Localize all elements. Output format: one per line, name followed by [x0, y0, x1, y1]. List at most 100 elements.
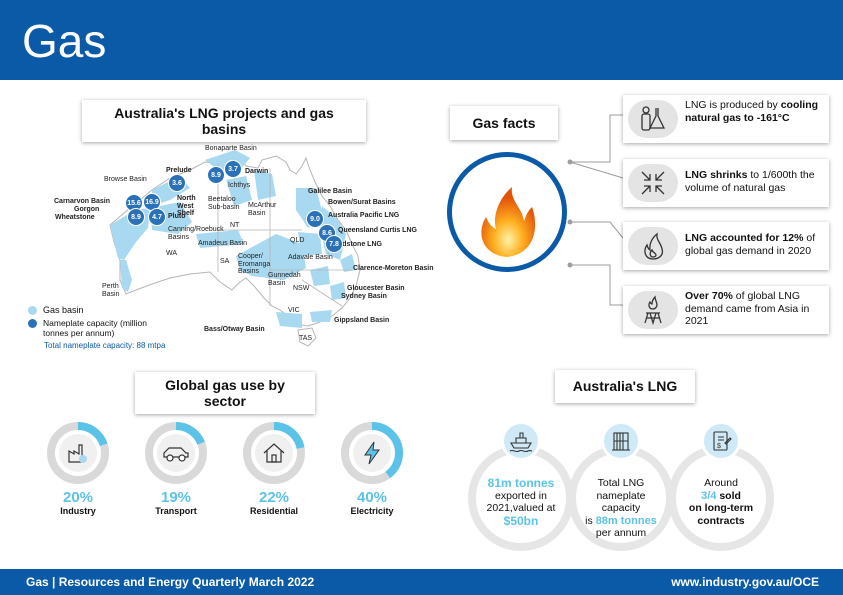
- label-gladstone-lng: Gladstone LNG: [331, 241, 382, 248]
- flame-outline-icon: [628, 227, 678, 265]
- basin-perth: [120, 260, 132, 292]
- donut-arc-transport: [145, 422, 207, 484]
- capacity-bubble-wheatstone: 8.9: [127, 208, 145, 226]
- contracts-around: Around: [704, 477, 738, 489]
- label-vic: VIC: [288, 307, 300, 314]
- label-nt: NT: [230, 222, 240, 229]
- label-bass-otway-basin: Bass/Otway Basin: [204, 326, 265, 333]
- shrink-arrows-icon: [628, 164, 678, 202]
- tasmania: [297, 327, 317, 347]
- label-bowen-surat-basins: Bowen/Surat Basins: [328, 199, 396, 206]
- legend-basin-label: Gas basin: [43, 305, 84, 315]
- basin-cooper: [236, 234, 306, 280]
- legend-capacity-label: Nameplate capacity (million tonnes per a…: [43, 318, 147, 338]
- label-qld: QLD: [290, 237, 305, 244]
- fact-card-1: LNG is produced by cooling natural gas t…: [623, 95, 829, 143]
- basin-amadeus: [196, 230, 244, 248]
- sector-label-industry: Industry: [60, 506, 96, 516]
- label-gorgon: Gorgon: [74, 206, 100, 213]
- sector-donut-industry: [47, 422, 109, 484]
- facts-connectors: [567, 114, 624, 306]
- legend-basin: Gas basin: [28, 305, 165, 315]
- label-tas: TAS: [299, 335, 313, 342]
- sector-donut-residential: [243, 422, 305, 484]
- house-icon: [263, 443, 285, 463]
- label-ichthys: Ichthys: [228, 182, 251, 189]
- label-australia-pacific-lng: Australia Pacific LNG: [328, 212, 400, 219]
- label-north-west-shelf: North West Shelf: [177, 195, 196, 217]
- basin-adavale: [298, 232, 322, 256]
- label-carnarvon-basin: Carnarvon Basin: [54, 198, 111, 205]
- label-prelude: Prelude: [166, 167, 192, 174]
- label-gunnedah-basin: Gunnedah Basin: [268, 272, 301, 287]
- basin-clarence: [340, 254, 356, 272]
- label-darwin: Darwin: [245, 168, 269, 175]
- basin-mcarthur: [254, 170, 276, 200]
- sector-pct-transport: 19%: [160, 489, 192, 506]
- sector-label-electricity: Electricity: [350, 506, 394, 516]
- basin-beetaloo: [226, 176, 252, 206]
- ship-icon: [501, 421, 541, 461]
- capacity-bubble-darwin: 3.7: [224, 160, 242, 178]
- donut-arc-electricity: [341, 422, 403, 484]
- capacity-text: Total LNG nameplate capacity: [596, 477, 646, 514]
- page-title: Gas: [22, 15, 107, 67]
- flame-circle: [447, 152, 567, 272]
- contracts-fraction: 3/4: [701, 489, 717, 502]
- fact-3-text: LNG accounted for 12% of global gas dema…: [685, 232, 816, 257]
- label-wa: WA: [166, 250, 178, 257]
- sector-section-title: Global gas use by sector: [135, 372, 315, 414]
- legend-basin-swatch: [28, 306, 37, 315]
- fact-card-3: LNG accounted for 12% of global gas dema…: [623, 222, 829, 270]
- label-adavale-basin: Adavale Basin: [288, 254, 333, 261]
- label-canning-roebuck-basins: Canning/Roebuck Basins: [168, 226, 224, 241]
- capacity-bubble-pluto: 4.7: [148, 208, 166, 226]
- sector-donut-electricity: [341, 422, 403, 484]
- factory-icon: [68, 444, 87, 463]
- svg-text:$: $: [717, 443, 721, 450]
- label-wheatstone: Wheatstone: [55, 214, 95, 221]
- map-legend: Gas basin Nameplate capacity (million to…: [28, 305, 165, 350]
- label-beetaloo-sub-basin: Beetaloo Sub-basin: [208, 196, 240, 211]
- aus-lng-title: Australia's LNG: [555, 370, 695, 403]
- page-header: Gas: [0, 0, 843, 80]
- label-sydney-basin: Sydney Basin: [341, 293, 387, 300]
- gas-facts-title: Gas facts: [450, 106, 558, 140]
- label-galilee-basin: Galilee Basin: [308, 188, 352, 195]
- capacity-value: 88m tonnes: [595, 514, 657, 527]
- label-pluto: Pluto: [168, 213, 186, 220]
- capacity-bubble-ichthys: 8.9: [207, 166, 225, 184]
- label-perth-basin: Perth Basin: [102, 283, 120, 298]
- sector-label-transport: Transport: [155, 506, 197, 516]
- label-nsw: NSW: [293, 285, 310, 292]
- footer-website-link[interactable]: www.industry.gov.au/OCE: [671, 575, 819, 589]
- label-sa: SA: [220, 258, 230, 265]
- flame-icon: [481, 187, 536, 257]
- page-footer: Gas | Resources and Energy Quarterly Mar…: [0, 569, 843, 595]
- sector-pct-electricity: 40%: [356, 489, 388, 506]
- label-cooper-eromanga-basins: Cooper/ Eromanga Basins: [238, 253, 271, 275]
- legend-capacity: Nameplate capacity (million tonnes per a…: [28, 318, 165, 338]
- sector-label-residential: Residential: [249, 506, 298, 516]
- footer-source: Gas | Resources and Energy Quarterly Mar…: [26, 575, 315, 589]
- label-clarence-moreton-basin: Clarence-Moreton Basin: [353, 265, 434, 272]
- sector-donut-transport: [145, 422, 207, 484]
- basin-gunnedah: [310, 266, 330, 286]
- basin-gippsland: [310, 310, 332, 322]
- fact-1-text: LNG is produced by cooling natural gas t…: [685, 99, 819, 124]
- legend-total: Total nameplate capacity: 88 mtpa: [44, 341, 166, 350]
- fact-4-text: Over 70% of global LNG demand came from …: [685, 290, 810, 327]
- basin-bass: [276, 312, 302, 328]
- legend-capacity-swatch: [28, 319, 37, 328]
- label-mcarthur-basin: McArthur Basin: [248, 202, 277, 217]
- label-bonaparte-basin: Bonaparte Basin: [205, 145, 257, 152]
- capacity-bubble-glng: 7.8: [325, 235, 343, 253]
- exports-text: exported in 2021,valued at: [486, 489, 556, 515]
- lab-cooling-icon: [628, 100, 678, 138]
- contracts-text: on long-term contracts: [688, 502, 754, 527]
- exports-value: $50bn: [503, 513, 539, 528]
- gas-rig-icon: [628, 291, 678, 329]
- lightning-icon: [364, 441, 380, 465]
- label-amadeus-basin: Amadeus Basin: [198, 240, 248, 247]
- label-gippsland-basin: Gippsland Basin: [334, 317, 390, 324]
